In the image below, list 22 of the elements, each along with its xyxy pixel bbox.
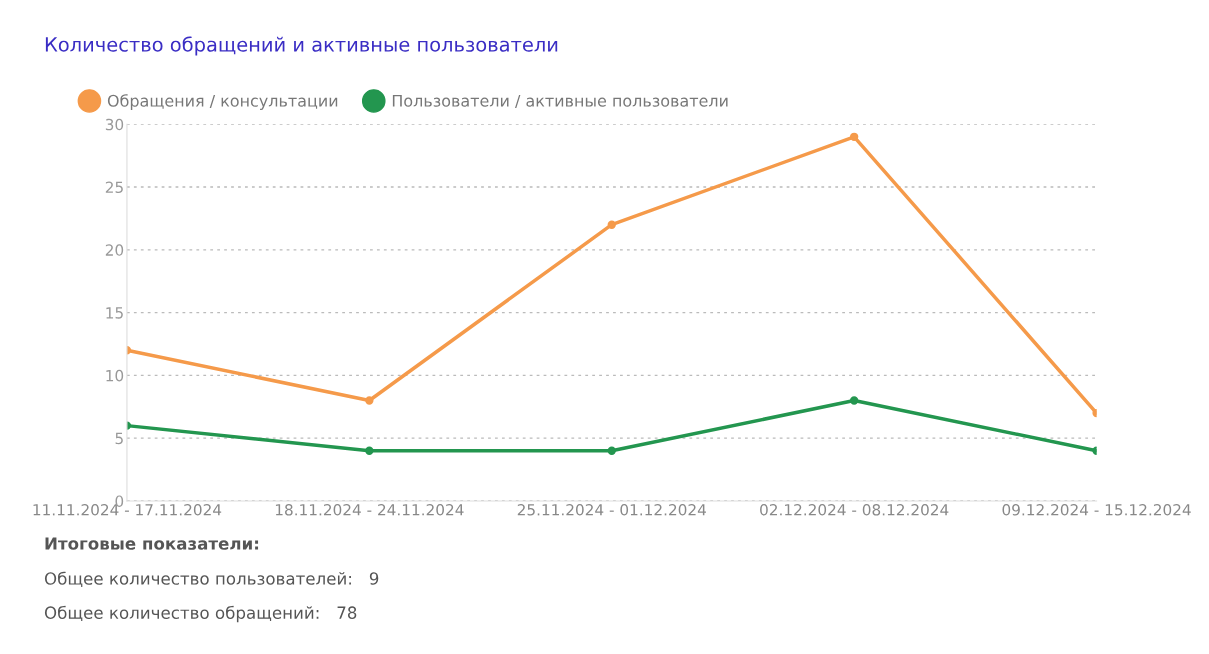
x-tick-label: 18.11.2024 - 24.11.2024 — [275, 504, 464, 516]
legend-label: Обращения / консультации — [107, 94, 338, 110]
y-tick-label: 15 — [106, 307, 123, 319]
chart-title: Количество обращений и активные пользователи — [45, 36, 558, 56]
y-tick-label: 10 — [106, 369, 124, 382]
point — [607, 220, 616, 229]
legend-label: Пользователи / активные пользователи — [392, 94, 728, 109]
y-tick-label: 5 — [115, 432, 123, 445]
x-tick-label: 02.12.2024 - 08.12.2024 — [760, 504, 949, 516]
point — [365, 446, 374, 455]
y-tick-label: 30 — [105, 118, 124, 131]
text: Общее количество обращений: 78 — [44, 605, 357, 623]
y-tick-label: 25 — [105, 181, 123, 194]
text: Итоговые показатели: — [45, 537, 259, 550]
x-tick-label: 09.12.2024 - 15.12.2024 — [1002, 504, 1191, 516]
point — [607, 446, 616, 455]
y-tick-label: 20 — [105, 244, 124, 256]
x-tick-label: 25.11.2024 - 01.12.2024 — [517, 504, 706, 516]
point — [849, 396, 859, 405]
text: Общее количество пользователей: 9 — [44, 571, 379, 587]
point — [849, 132, 859, 141]
point — [365, 396, 374, 405]
